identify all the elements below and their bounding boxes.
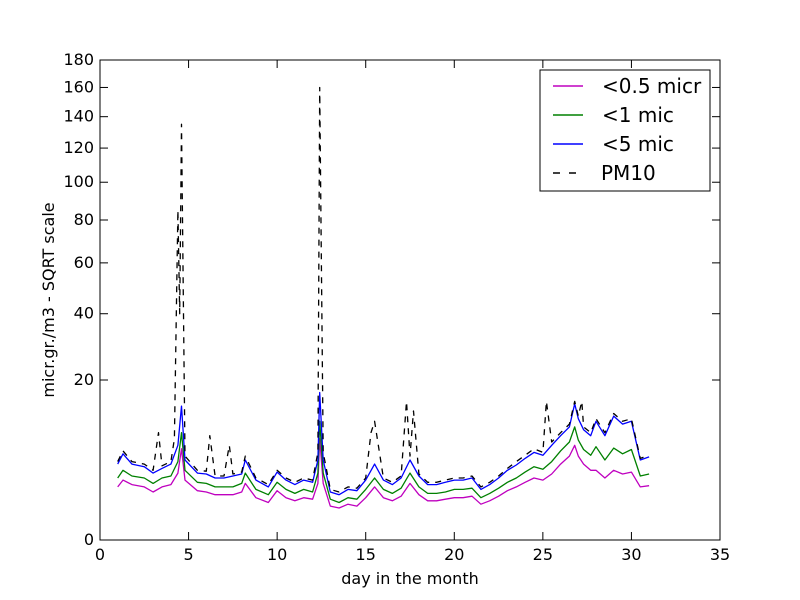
legend: <0.5 micr <1 mic <5 mic PM10 bbox=[539, 69, 711, 192]
legend-label-3: PM10 bbox=[601, 161, 656, 185]
legend-label-2: <5 mic bbox=[602, 132, 674, 156]
y-tick-label-9: 180 bbox=[63, 50, 94, 69]
y-tick-label-1: 20 bbox=[74, 370, 94, 389]
y-tick-label-5: 100 bbox=[63, 172, 94, 191]
y-tick-label-2: 40 bbox=[74, 304, 94, 323]
x-tick-label-5: 25 bbox=[533, 545, 553, 564]
y-tick-label-3: 60 bbox=[74, 253, 94, 272]
x-tick-label-2: 10 bbox=[267, 545, 287, 564]
x-tick-label-4: 20 bbox=[444, 545, 464, 564]
plot-frame bbox=[99, 59, 721, 541]
x-tick-label-0: 0 bbox=[95, 545, 105, 564]
y-tick-label-7: 140 bbox=[63, 107, 94, 126]
y-axis-label: micr.gr./m3 - SQRT scale bbox=[39, 202, 58, 397]
legend-box bbox=[539, 69, 711, 192]
y-tick-label-8: 160 bbox=[63, 77, 94, 96]
legend-label-1: <1 mic bbox=[602, 103, 674, 127]
legend-label-0: <0.5 micr bbox=[602, 74, 702, 98]
y-tick-label-6: 120 bbox=[63, 138, 94, 157]
x-tick-label-6: 30 bbox=[621, 545, 641, 564]
series-layer bbox=[117, 86, 650, 509]
x-tick-label-7: 35 bbox=[710, 545, 730, 564]
x-tick-label-1: 5 bbox=[183, 545, 193, 564]
y-tick-label-4: 80 bbox=[74, 210, 94, 229]
x-tick-label-3: 15 bbox=[356, 545, 376, 564]
x-axis-label: day in the month bbox=[341, 569, 478, 588]
ticks-layer: 0 5 10 15 20 25 30 35 0 20 40 60 80 100 120 140 160 180 bbox=[63, 50, 730, 564]
y-tick-label-0: 0 bbox=[84, 530, 94, 549]
series-line-0 bbox=[117, 438, 650, 509]
series-line-1 bbox=[117, 420, 650, 504]
